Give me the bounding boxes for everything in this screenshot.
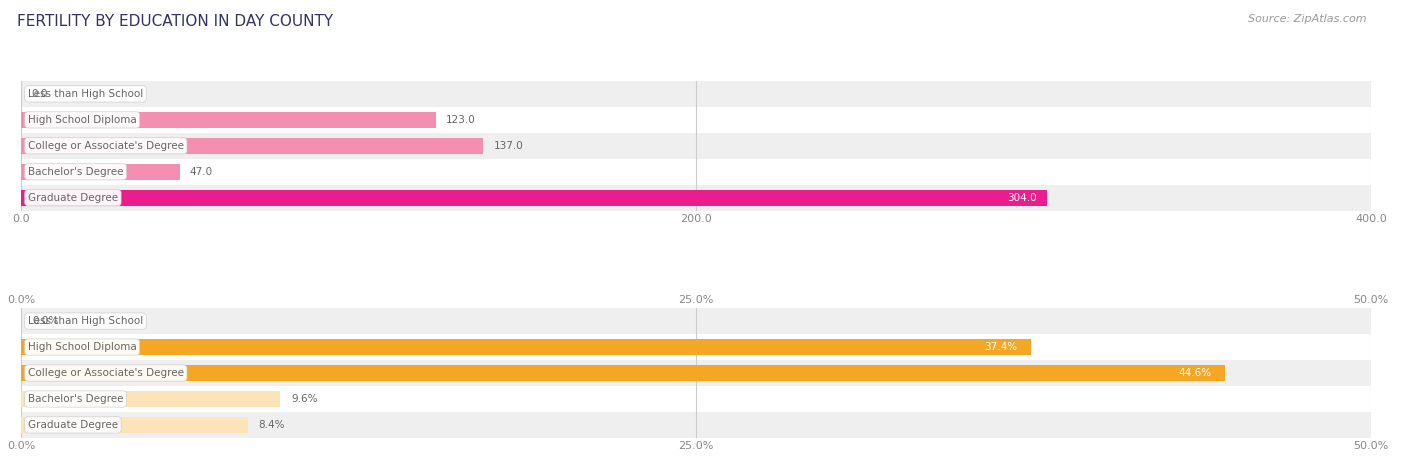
- Bar: [21, 334, 1371, 360]
- Text: FERTILITY BY EDUCATION IN DAY COUNTY: FERTILITY BY EDUCATION IN DAY COUNTY: [17, 14, 333, 30]
- Bar: [21, 412, 1371, 438]
- Bar: [21, 360, 1371, 386]
- Text: 0.0%: 0.0%: [32, 316, 58, 326]
- Bar: [21, 190, 1047, 206]
- Text: High School Diploma: High School Diploma: [28, 342, 136, 352]
- Text: College or Associate's Degree: College or Associate's Degree: [28, 141, 184, 151]
- Text: 8.4%: 8.4%: [259, 420, 285, 430]
- Text: Graduate Degree: Graduate Degree: [28, 193, 118, 203]
- Text: 44.6%: 44.6%: [1178, 368, 1212, 378]
- Text: 37.4%: 37.4%: [984, 342, 1017, 352]
- Bar: [21, 308, 1371, 334]
- Bar: [21, 164, 180, 179]
- Text: Graduate Degree: Graduate Degree: [28, 420, 118, 430]
- Bar: [21, 391, 280, 407]
- Text: 9.6%: 9.6%: [291, 394, 318, 404]
- Bar: [21, 133, 1371, 159]
- Bar: [21, 81, 1371, 107]
- Bar: [21, 339, 1031, 355]
- Text: Less than High School: Less than High School: [28, 316, 143, 326]
- Bar: [21, 185, 1371, 211]
- Bar: [21, 159, 1371, 185]
- Text: Source: ZipAtlas.com: Source: ZipAtlas.com: [1249, 14, 1367, 24]
- Bar: [21, 107, 1371, 133]
- Bar: [21, 417, 247, 433]
- Bar: [21, 138, 484, 154]
- Text: 0.0: 0.0: [31, 89, 48, 99]
- Bar: [21, 112, 436, 128]
- Text: High School Diploma: High School Diploma: [28, 115, 136, 125]
- Text: 304.0: 304.0: [1007, 193, 1036, 203]
- Bar: [21, 386, 1371, 412]
- Text: College or Associate's Degree: College or Associate's Degree: [28, 368, 184, 378]
- Text: 123.0: 123.0: [446, 115, 477, 125]
- Text: Bachelor's Degree: Bachelor's Degree: [28, 394, 124, 404]
- Text: 137.0: 137.0: [494, 141, 523, 151]
- Text: Bachelor's Degree: Bachelor's Degree: [28, 167, 124, 177]
- Bar: [21, 365, 1225, 381]
- Text: Less than High School: Less than High School: [28, 89, 143, 99]
- Text: 47.0: 47.0: [190, 167, 212, 177]
